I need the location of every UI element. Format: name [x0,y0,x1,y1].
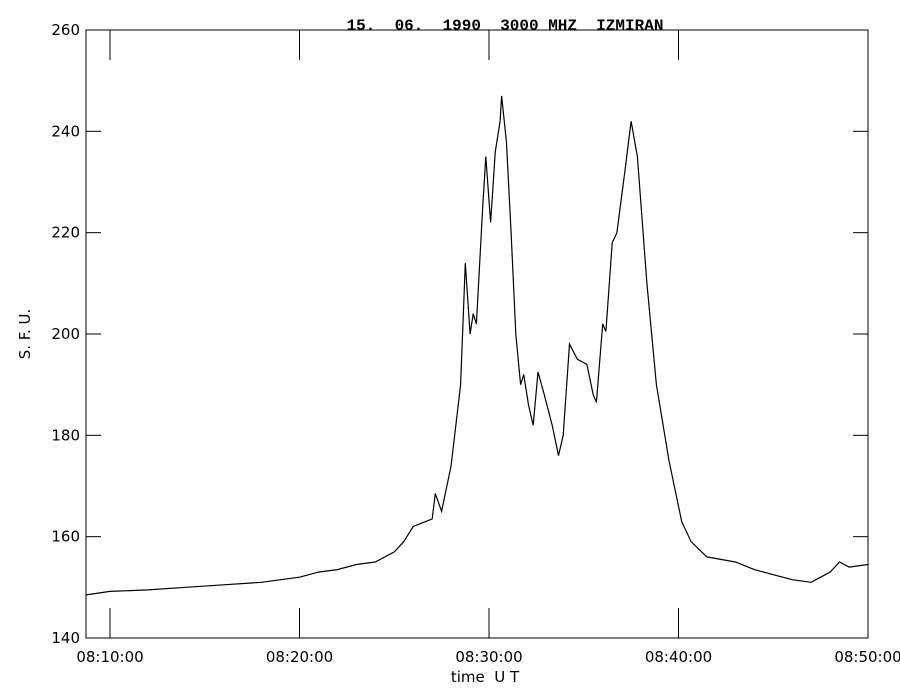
chart-title: 15. 06. 1990 3000 MHZ IZMIRAN [347,17,664,35]
plot-frame [85,29,869,639]
x-tick-label: 08:30:00 [455,648,522,666]
y-tick-label: 200 [51,325,80,343]
y-axis-label: S. F. U. [16,309,34,360]
x-tick-label: 08:40:00 [645,648,712,666]
y-tick-label: 260 [51,21,80,39]
x-axis-label: time U T [451,668,520,686]
y-tick-label: 140 [51,629,80,647]
y-tick-label: 180 [51,426,80,444]
x-tick-label: 08:20:00 [266,648,333,666]
x-tick-label: 08:10:00 [76,648,143,666]
y-tick-label: 160 [51,528,80,546]
y-tick-label: 220 [51,224,80,242]
x-tick-label: 08:50:00 [834,648,900,666]
data-line [85,95,869,596]
y-tick-label: 240 [51,122,80,140]
